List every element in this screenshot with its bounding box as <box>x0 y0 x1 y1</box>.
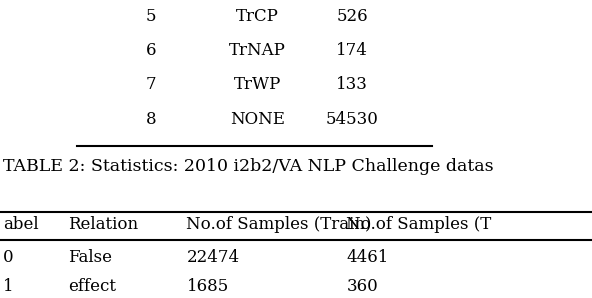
Text: 1685: 1685 <box>186 277 229 295</box>
Text: 526: 526 <box>336 8 368 25</box>
Text: 8: 8 <box>146 111 156 128</box>
Text: 0: 0 <box>3 249 14 266</box>
Text: 1: 1 <box>3 277 14 295</box>
Text: 7: 7 <box>146 76 156 94</box>
Text: NONE: NONE <box>230 111 285 128</box>
Text: 133: 133 <box>336 76 368 94</box>
Text: No.of Samples (Train): No.of Samples (Train) <box>186 216 372 234</box>
Text: False: False <box>68 249 112 266</box>
Text: TABLE 2: Statistics: 2010 i2b2/VA NLP Challenge datas: TABLE 2: Statistics: 2010 i2b2/VA NLP Ch… <box>3 158 494 176</box>
Text: effect: effect <box>68 277 116 295</box>
Text: No.of Samples (T: No.of Samples (T <box>346 216 491 234</box>
Text: Relation: Relation <box>68 216 138 234</box>
Text: abel: abel <box>3 216 38 234</box>
Text: TrCP: TrCP <box>236 8 279 25</box>
Text: 360: 360 <box>346 277 378 295</box>
Text: 174: 174 <box>336 42 368 59</box>
Text: 5: 5 <box>146 8 156 25</box>
Text: 4461: 4461 <box>346 249 389 266</box>
Text: TrNAP: TrNAP <box>229 42 286 59</box>
Text: 6: 6 <box>146 42 156 59</box>
Text: 22474: 22474 <box>186 249 240 266</box>
Text: TrWP: TrWP <box>234 76 281 94</box>
Text: 54530: 54530 <box>326 111 379 128</box>
